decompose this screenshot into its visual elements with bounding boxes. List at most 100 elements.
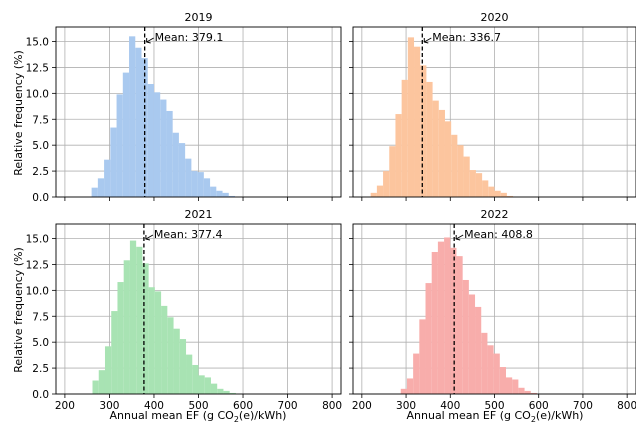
x-tick-label: 300 [99, 400, 119, 412]
x-tick-label: 600 [529, 400, 549, 412]
histogram-bar [389, 146, 396, 197]
histogram-bar [167, 317, 174, 394]
x-tick-label: 400 [144, 400, 164, 412]
panel-2021: Mean: 377.4 2021 200 300 400 500 600 700 800 0.0 2… [26, 208, 343, 412]
histogram-bar [530, 392, 537, 394]
histogram-bar [222, 192, 229, 197]
mean-arrow-head [423, 38, 429, 44]
x-tick-label: 800 [322, 400, 342, 412]
histogram-bar [524, 390, 531, 394]
histogram-bar [383, 171, 390, 197]
y-tick-label: 7.5 [32, 114, 49, 126]
mean-label: Mean: 377.4 [154, 228, 223, 241]
histogram-bar [92, 380, 99, 394]
x-axis-label-right-subscript: 2 [531, 415, 536, 424]
x-axis-label-left-unit: (e)/kWh) [239, 409, 287, 422]
panel-title: 2021 [185, 208, 213, 221]
histogram-bar [500, 192, 507, 197]
histogram-bar [506, 195, 514, 197]
y-tick-label: 5.0 [32, 337, 49, 349]
histogram-bar [91, 187, 98, 197]
histogram-bar [98, 370, 105, 394]
y-axis-label-top: Relative frequency (%) [12, 50, 25, 176]
mean-label: Mean: 379.1 [155, 31, 224, 44]
y-tick-label: 7.5 [32, 311, 49, 323]
x-tick-label: 500 [484, 400, 504, 412]
histogram-bar [475, 306, 482, 394]
histogram-bar [161, 305, 168, 394]
y-tick-label: 10.0 [26, 285, 49, 297]
x-axis-label-right-text: Annual mean EF (g CO [407, 409, 532, 422]
histogram-bar [97, 178, 105, 197]
x-tick-label: 700 [278, 400, 298, 412]
histogram-bar [370, 192, 377, 197]
histogram-bar [142, 263, 149, 394]
y-tick-label: 12.5 [26, 62, 49, 74]
histogram-bar [469, 170, 476, 197]
histogram-bar [191, 171, 198, 197]
histogram-bar [172, 132, 179, 197]
x-axis-label-right-unit: (e)/kWh) [536, 409, 584, 422]
panel-title: 2019 [185, 11, 213, 24]
histogram-bar [481, 332, 488, 394]
x-tick-label: 800 [617, 400, 636, 412]
histogram-bar [192, 364, 199, 394]
mean-arrow [424, 37, 432, 43]
histogram-bar [129, 240, 137, 394]
histogram-bar [178, 143, 186, 197]
histogram-bar [493, 353, 500, 394]
histogram-bar [160, 99, 167, 197]
histogram-bar [499, 367, 506, 394]
histogram-bar [400, 388, 407, 394]
y-tick-label: 15.0 [26, 37, 49, 49]
histogram-bar [223, 390, 230, 394]
y-tick-label: 10.0 [26, 88, 49, 100]
mean-arrow-head [146, 38, 151, 44]
histogram-bar [468, 294, 476, 394]
histogram-bar [450, 247, 457, 394]
mean-arrow [146, 37, 154, 43]
histogram-bar [228, 195, 236, 197]
histogram-bar [413, 353, 420, 394]
y-tick-label: 0.0 [32, 389, 49, 401]
x-tick-label: 200 [55, 400, 75, 412]
x-axis-label-right: Annual mean EF (g CO2(e)/kWh) [407, 409, 584, 424]
y-tick-label: 15.0 [26, 234, 49, 246]
y-axis-label-bottom: Relative frequency (%) [12, 247, 25, 373]
histogram-bar [197, 172, 204, 197]
histogram-bar [179, 339, 187, 394]
histogram-bar [444, 121, 452, 197]
histogram-bar [457, 145, 464, 197]
histogram-bar [136, 246, 143, 394]
histogram-bar [123, 260, 130, 394]
histogram-bar [512, 379, 519, 394]
panel-2020: Mean: 336.7 2020 [349, 11, 636, 201]
histogram-bar [104, 159, 111, 197]
histogram-bar [198, 375, 205, 394]
histogram-bar [210, 186, 217, 197]
histogram-bar [395, 114, 402, 197]
histogram-bar [425, 283, 432, 394]
mean-label: Mean: 336.7 [432, 31, 501, 44]
histogram-bar [431, 251, 438, 394]
histogram-bar [494, 190, 501, 197]
histogram-bar [401, 79, 408, 197]
mean-label: Mean: 408.8 [464, 228, 533, 241]
x-tick-label: 400 [440, 400, 460, 412]
mean-arrow-head [145, 235, 151, 241]
histogram-bar [229, 392, 236, 394]
histogram-bar [135, 47, 142, 198]
histogram-bar [122, 72, 130, 197]
panel-title: 2020 [481, 11, 509, 24]
histogram-bar [111, 311, 118, 394]
histogram-bar [117, 282, 124, 394]
histogram-bar [505, 377, 513, 394]
histogram-bar [456, 256, 463, 394]
histogram-bar [110, 127, 117, 197]
histogram-bar [129, 36, 136, 197]
histogram-bar [185, 158, 192, 197]
histogram-bar [166, 110, 173, 197]
histogram-bar [147, 84, 154, 197]
